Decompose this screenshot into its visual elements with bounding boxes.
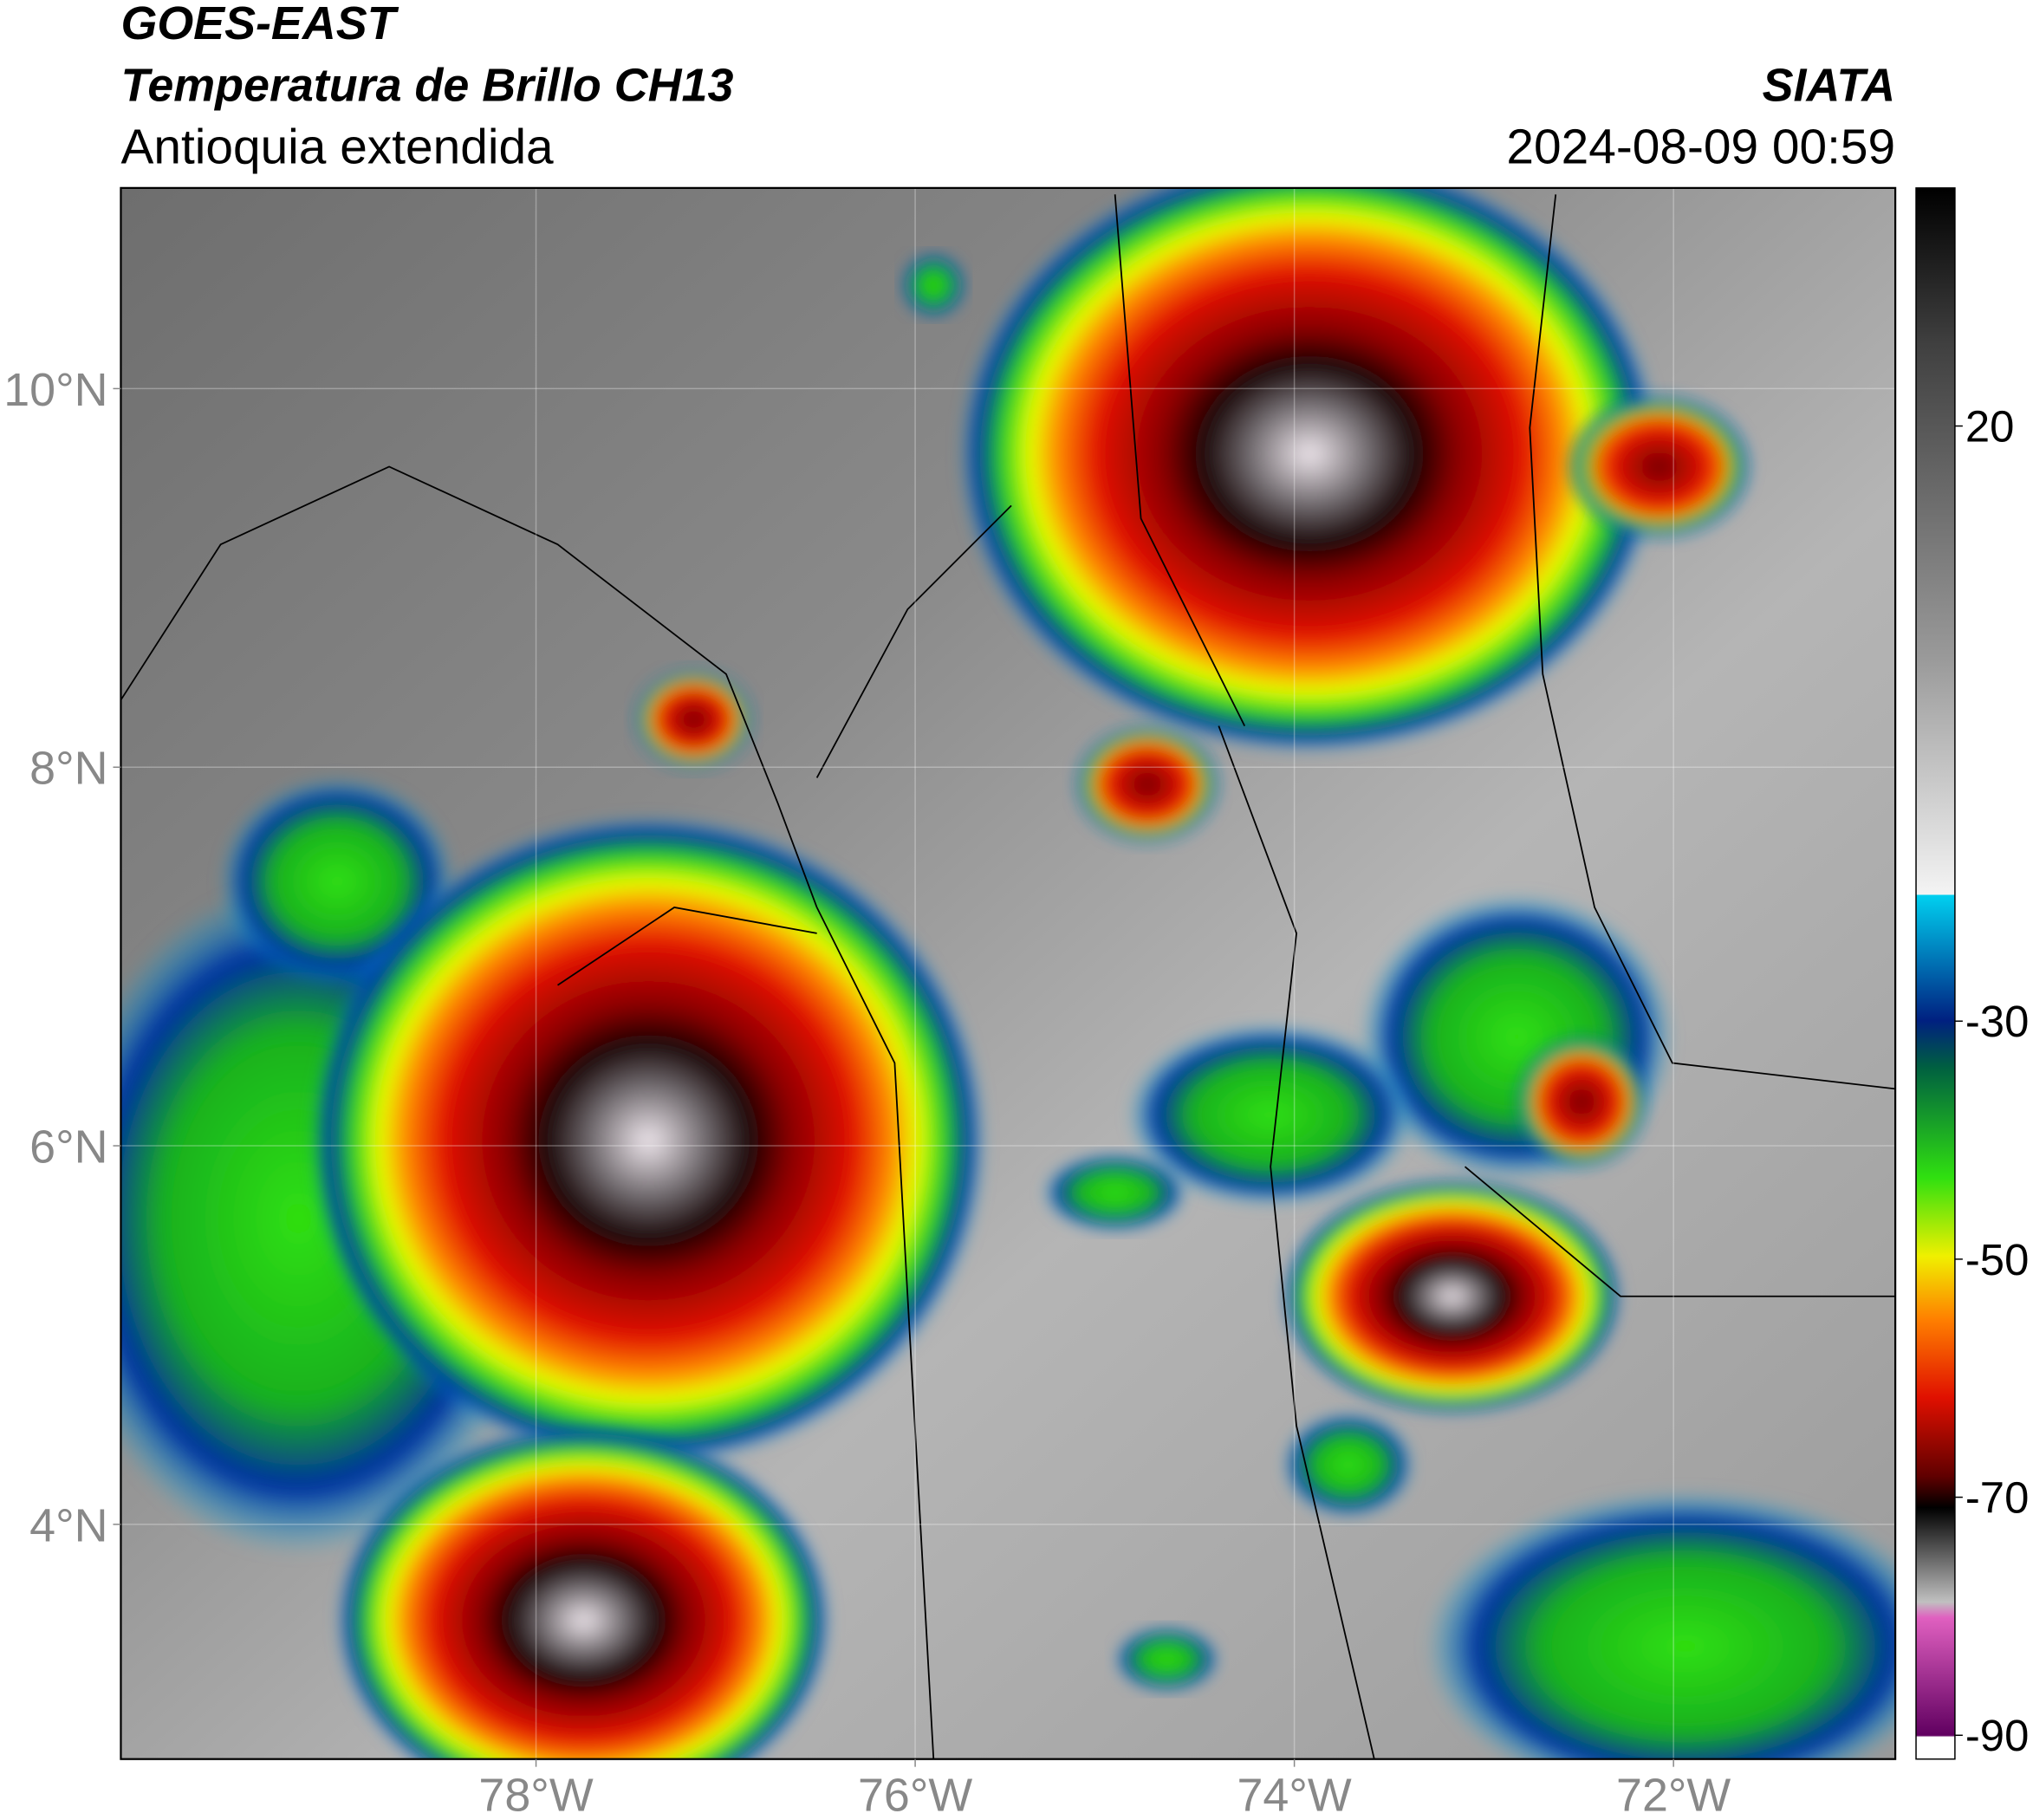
y-tick-label: 4°N [29, 1499, 107, 1551]
cloud-top [1075, 725, 1219, 843]
x-tick-label: 72°W [1616, 1770, 1731, 1820]
cloud-top [635, 670, 752, 769]
cloud-top [959, 187, 1660, 752]
datetime: 2024-08-09 00:59 [1506, 120, 1895, 174]
colorbar [1915, 187, 1956, 1760]
cloud-top [1283, 1413, 1413, 1517]
y-tick-label: 10°N [3, 364, 107, 416]
border-line [815, 504, 1012, 778]
cloud-top [1283, 1180, 1621, 1414]
border-line [1464, 1166, 1896, 1297]
cloud-top [311, 816, 986, 1466]
cloud-top [1426, 1491, 1896, 1759]
colorbar-label: -30 [1965, 997, 2030, 1046]
x-tick-label: 76°W [858, 1770, 972, 1820]
map-frame [120, 186, 1897, 1760]
x-tick-label: 74°W [1237, 1770, 1352, 1820]
x-tick-label: 78°W [478, 1770, 593, 1820]
title: GOES-EAST [120, 0, 399, 49]
border-line [1218, 725, 1375, 1759]
colorbar-label: -50 [1965, 1235, 2030, 1284]
cloud-top [1114, 1627, 1219, 1692]
cloud-top [1569, 395, 1750, 538]
title: Temperatura de Brillo CH13 [120, 60, 733, 112]
border-line [1529, 194, 1896, 1090]
border-line [815, 907, 935, 1759]
colorbar-label: -70 [1965, 1473, 2030, 1523]
cloud-top [1517, 1037, 1647, 1167]
subtitle: Antioquia extendida [120, 120, 554, 174]
cloud-top [1043, 1154, 1186, 1232]
cloud-top [900, 252, 966, 318]
colorbar-label: 20 [1965, 401, 2015, 451]
cloud-top [337, 1426, 830, 1759]
y-tick-label: 8°N [29, 743, 107, 795]
colorbar-label: -90 [1965, 1711, 2030, 1760]
organization: SIATA [1763, 60, 1896, 112]
border-line [557, 907, 817, 986]
cloud-top [1127, 1024, 1413, 1206]
border-line [1114, 194, 1246, 727]
y-tick-label: 6°N [29, 1121, 107, 1173]
map-area [120, 187, 1896, 1759]
border-line [120, 465, 818, 908]
